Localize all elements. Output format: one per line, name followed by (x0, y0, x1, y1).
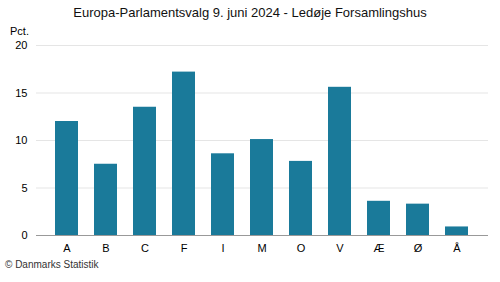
svg-text:A: A (63, 242, 71, 254)
svg-text:V: V (336, 242, 344, 254)
svg-text:15: 15 (15, 87, 27, 99)
html-text:Europa-Parlamentsvalg 9. juni: Europa-Parlamentsvalg 9. juni 2024 - Led… (73, 5, 427, 20)
svg-text:I: I (221, 242, 224, 254)
svg-text:F: F (181, 242, 188, 254)
html-text:Pct.: Pct. (10, 25, 29, 37)
svg-text:Æ: Æ (374, 242, 385, 254)
svg-text:Ø: Ø (414, 242, 423, 254)
svg-text:5: 5 (21, 182, 27, 194)
svg-text:C: C (141, 242, 149, 254)
svg-text:O: O (297, 242, 306, 254)
svg-text:10: 10 (15, 134, 27, 146)
svg-text:Å: Å (453, 242, 461, 254)
svg-text:B: B (102, 242, 109, 254)
svg-text:20: 20 (15, 39, 27, 51)
svg-text:M: M (257, 242, 266, 254)
svg-text:0: 0 (21, 229, 27, 241)
html-text:© Danmarks Statistik: © Danmarks Statistik (5, 259, 99, 270)
